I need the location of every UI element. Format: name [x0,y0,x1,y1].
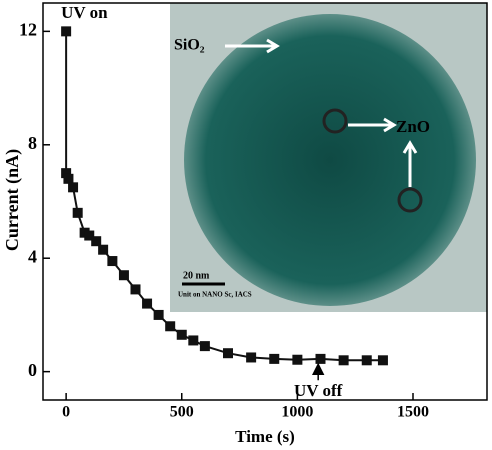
annotation: UV off [294,381,343,400]
marker [246,352,257,363]
y-tick-label: 4 [28,246,37,266]
annotation: UV on [61,3,108,22]
marker [142,298,153,309]
marker [68,182,79,193]
plot-frame [42,2,488,401]
inset-image: SiO₂ ZnO 20 nm Unit on NANO Sc, IACS [170,3,487,312]
y-tick-label: 8 [28,133,37,153]
marker [98,244,109,255]
marker [292,354,303,365]
x-tick-label: 1500 [397,404,429,421]
x-tick-label: 500 [170,404,194,421]
marker [188,335,199,346]
marker [63,173,74,184]
marker [130,284,141,295]
marker [223,348,233,359]
marker [361,355,372,366]
marker [91,236,102,247]
arrow [402,140,418,187]
credit: Unit on NANO Sc, IACS [178,291,252,299]
x-tick-label: 0 [62,404,70,421]
zno-circle [397,187,423,213]
marker [153,309,164,320]
inset-label: SiO₂ [174,37,205,54]
particle [184,14,476,306]
marker [84,230,95,241]
annotation-arrow [311,362,325,381]
inset-label: ZnO [396,117,430,136]
marker [377,355,388,366]
marker [107,256,118,267]
x-axis-label: Time (s) [235,427,295,446]
x-tick-label: 1000 [281,404,313,421]
marker [338,355,349,366]
marker [61,26,72,37]
marker [176,329,187,340]
marker [315,353,326,364]
marker [269,353,280,364]
marker [199,341,210,352]
marker [61,168,72,179]
y-tick-label: 12 [19,19,37,39]
y-axis-label: Current (nA) [2,149,23,251]
marker [118,270,129,281]
marker [165,321,176,332]
scale-label: 20 nm [183,270,210,281]
marker [72,207,83,218]
arrow [225,38,280,54]
y-tick-label: 0 [28,360,37,380]
zno-circle [322,108,348,134]
arrow [348,117,397,133]
